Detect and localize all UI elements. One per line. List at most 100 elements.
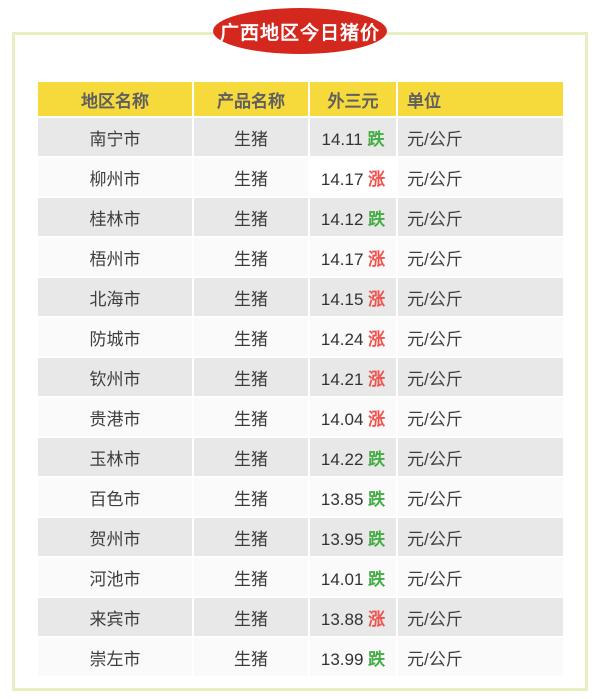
- trend-indicator: 跌: [368, 449, 386, 469]
- price-cell: 14.04 涨: [310, 398, 396, 436]
- region-cell: 玉林市: [38, 438, 192, 476]
- unit-cell: 元/公斤: [398, 318, 563, 356]
- table-header-row: 地区名称 产品名称 外三元 单位: [38, 82, 563, 116]
- unit-cell: 元/公斤: [398, 558, 563, 596]
- trend-indicator: 跌: [367, 129, 385, 149]
- region-cell: 北海市: [38, 278, 192, 316]
- price-value: 14.21: [320, 369, 364, 389]
- price-cell: 14.15 涨: [310, 278, 396, 316]
- table-row: 贵港市 生猪 14.04 涨元/公斤: [38, 398, 563, 436]
- price-cell: 14.24 涨: [310, 318, 396, 356]
- col-header-region: 地区名称: [38, 82, 192, 116]
- price-cell: 13.88 涨: [310, 598, 396, 636]
- trend-indicator: 涨: [368, 369, 386, 389]
- table-row: 桂林市 生猪 14.12 跌元/公斤: [38, 198, 563, 236]
- region-cell: 钦州市: [38, 358, 192, 396]
- region-cell: 柳州市: [38, 158, 192, 196]
- unit-cell: 元/公斤: [398, 638, 563, 676]
- unit-cell: 元/公斤: [398, 598, 563, 636]
- title-badge: 广西地区今日猪价: [213, 8, 387, 54]
- unit-cell: 元/公斤: [398, 438, 563, 476]
- product-cell: 生猪: [194, 598, 308, 636]
- unit-cell: 元/公斤: [398, 358, 563, 396]
- region-cell: 贵港市: [38, 398, 192, 436]
- region-cell: 梧州市: [38, 238, 192, 276]
- table-row: 南宁市 生猪 14.11 跌元/公斤: [38, 118, 563, 156]
- price-value: 13.85: [320, 489, 364, 509]
- price-value: 13.95: [320, 529, 364, 549]
- product-cell: 生猪: [194, 318, 308, 356]
- product-cell: 生猪: [194, 478, 308, 516]
- price-value: 14.17: [320, 249, 364, 269]
- price-cell: 13.85 跌: [310, 478, 396, 516]
- trend-indicator: 跌: [368, 489, 386, 509]
- table-row: 梧州市 生猪 14.17 涨元/公斤: [38, 238, 563, 276]
- table-row: 柳州市 生猪 14.17 涨元/公斤: [38, 158, 563, 196]
- trend-indicator: 跌: [368, 649, 386, 669]
- price-cell: 14.22 跌: [310, 438, 396, 476]
- price-value: 14.24: [320, 329, 364, 349]
- price-value: 14.22: [320, 449, 364, 469]
- region-cell: 防城市: [38, 318, 192, 356]
- table-row: 玉林市 生猪 14.22 跌元/公斤: [38, 438, 563, 476]
- product-cell: 生猪: [194, 558, 308, 596]
- price-value: 13.88: [320, 609, 364, 629]
- region-cell: 崇左市: [38, 638, 192, 676]
- product-cell: 生猪: [194, 278, 308, 316]
- price-cell: 14.11 跌: [310, 118, 396, 156]
- trend-indicator: 跌: [368, 569, 386, 589]
- region-cell: 桂林市: [38, 198, 192, 236]
- price-cell: 14.21 涨: [310, 358, 396, 396]
- table-row: 河池市 生猪 14.01 跌元/公斤: [38, 558, 563, 596]
- trend-indicator: 涨: [368, 249, 386, 269]
- region-cell: 贺州市: [38, 518, 192, 556]
- region-cell: 河池市: [38, 558, 192, 596]
- table-row: 北海市 生猪 14.15 涨元/公斤: [38, 278, 563, 316]
- col-header-product: 产品名称: [194, 82, 308, 116]
- price-value: 14.01: [320, 569, 364, 589]
- trend-indicator: 涨: [368, 329, 386, 349]
- price-value: 14.15: [320, 289, 364, 309]
- page-title: 广西地区今日猪价: [219, 22, 380, 44]
- trend-indicator: 涨: [368, 409, 386, 429]
- unit-cell: 元/公斤: [398, 278, 563, 316]
- unit-cell: 元/公斤: [398, 518, 563, 556]
- table-body: 南宁市 生猪 14.11 跌元/公斤 柳州市 生猪 14.17 涨元/公斤 桂林市 生猪 14.…: [38, 118, 563, 676]
- product-cell: 生猪: [194, 398, 308, 436]
- price-cell: 13.99 跌: [310, 638, 396, 676]
- product-cell: 生猪: [194, 358, 308, 396]
- unit-cell: 元/公斤: [398, 158, 563, 196]
- col-header-price: 外三元: [310, 82, 396, 116]
- table-row: 钦州市 生猪 14.21 涨元/公斤: [38, 358, 563, 396]
- region-cell: 南宁市: [38, 118, 192, 156]
- price-value: 14.12: [320, 209, 364, 229]
- product-cell: 生猪: [194, 158, 308, 196]
- col-header-unit: 单位: [398, 82, 563, 116]
- table-row: 百色市 生猪 13.85 跌元/公斤: [38, 478, 563, 516]
- trend-indicator: 涨: [368, 609, 386, 629]
- region-cell: 来宾市: [38, 598, 192, 636]
- unit-cell: 元/公斤: [398, 198, 563, 236]
- product-cell: 生猪: [194, 518, 308, 556]
- region-cell: 百色市: [38, 478, 192, 516]
- unit-cell: 元/公斤: [398, 478, 563, 516]
- unit-cell: 元/公斤: [398, 398, 563, 436]
- price-value: 14.17: [320, 169, 364, 189]
- trend-indicator: 跌: [368, 209, 386, 229]
- product-cell: 生猪: [194, 438, 308, 476]
- price-table: 地区名称 产品名称 外三元 单位 南宁市 生猪 14.11 跌元/公斤 柳州市 生猪 14…: [36, 80, 565, 678]
- unit-cell: 元/公斤: [398, 118, 563, 156]
- table-row: 防城市 生猪 14.24 涨元/公斤: [38, 318, 563, 356]
- table-row: 贺州市 生猪 13.95 跌元/公斤: [38, 518, 563, 556]
- price-cell: 14.17 涨: [310, 158, 396, 196]
- trend-indicator: 跌: [368, 529, 386, 549]
- price-panel: 广西地区今日猪价 地区名称 产品名称 外三元 单位 南宁市 生猪 14.11 跌元/…: [12, 8, 588, 691]
- product-cell: 生猪: [194, 638, 308, 676]
- table-row: 来宾市 生猪 13.88 涨元/公斤: [38, 598, 563, 636]
- price-cell: 14.01 跌: [310, 558, 396, 596]
- price-cell: 14.17 涨: [310, 238, 396, 276]
- trend-indicator: 涨: [368, 169, 386, 189]
- price-value: 13.99: [320, 649, 364, 669]
- price-cell: 14.12 跌: [310, 198, 396, 236]
